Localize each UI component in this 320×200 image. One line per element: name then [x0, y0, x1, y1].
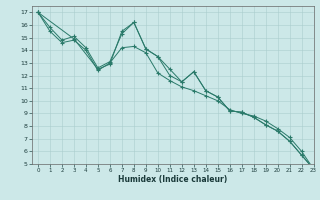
X-axis label: Humidex (Indice chaleur): Humidex (Indice chaleur)	[118, 175, 228, 184]
